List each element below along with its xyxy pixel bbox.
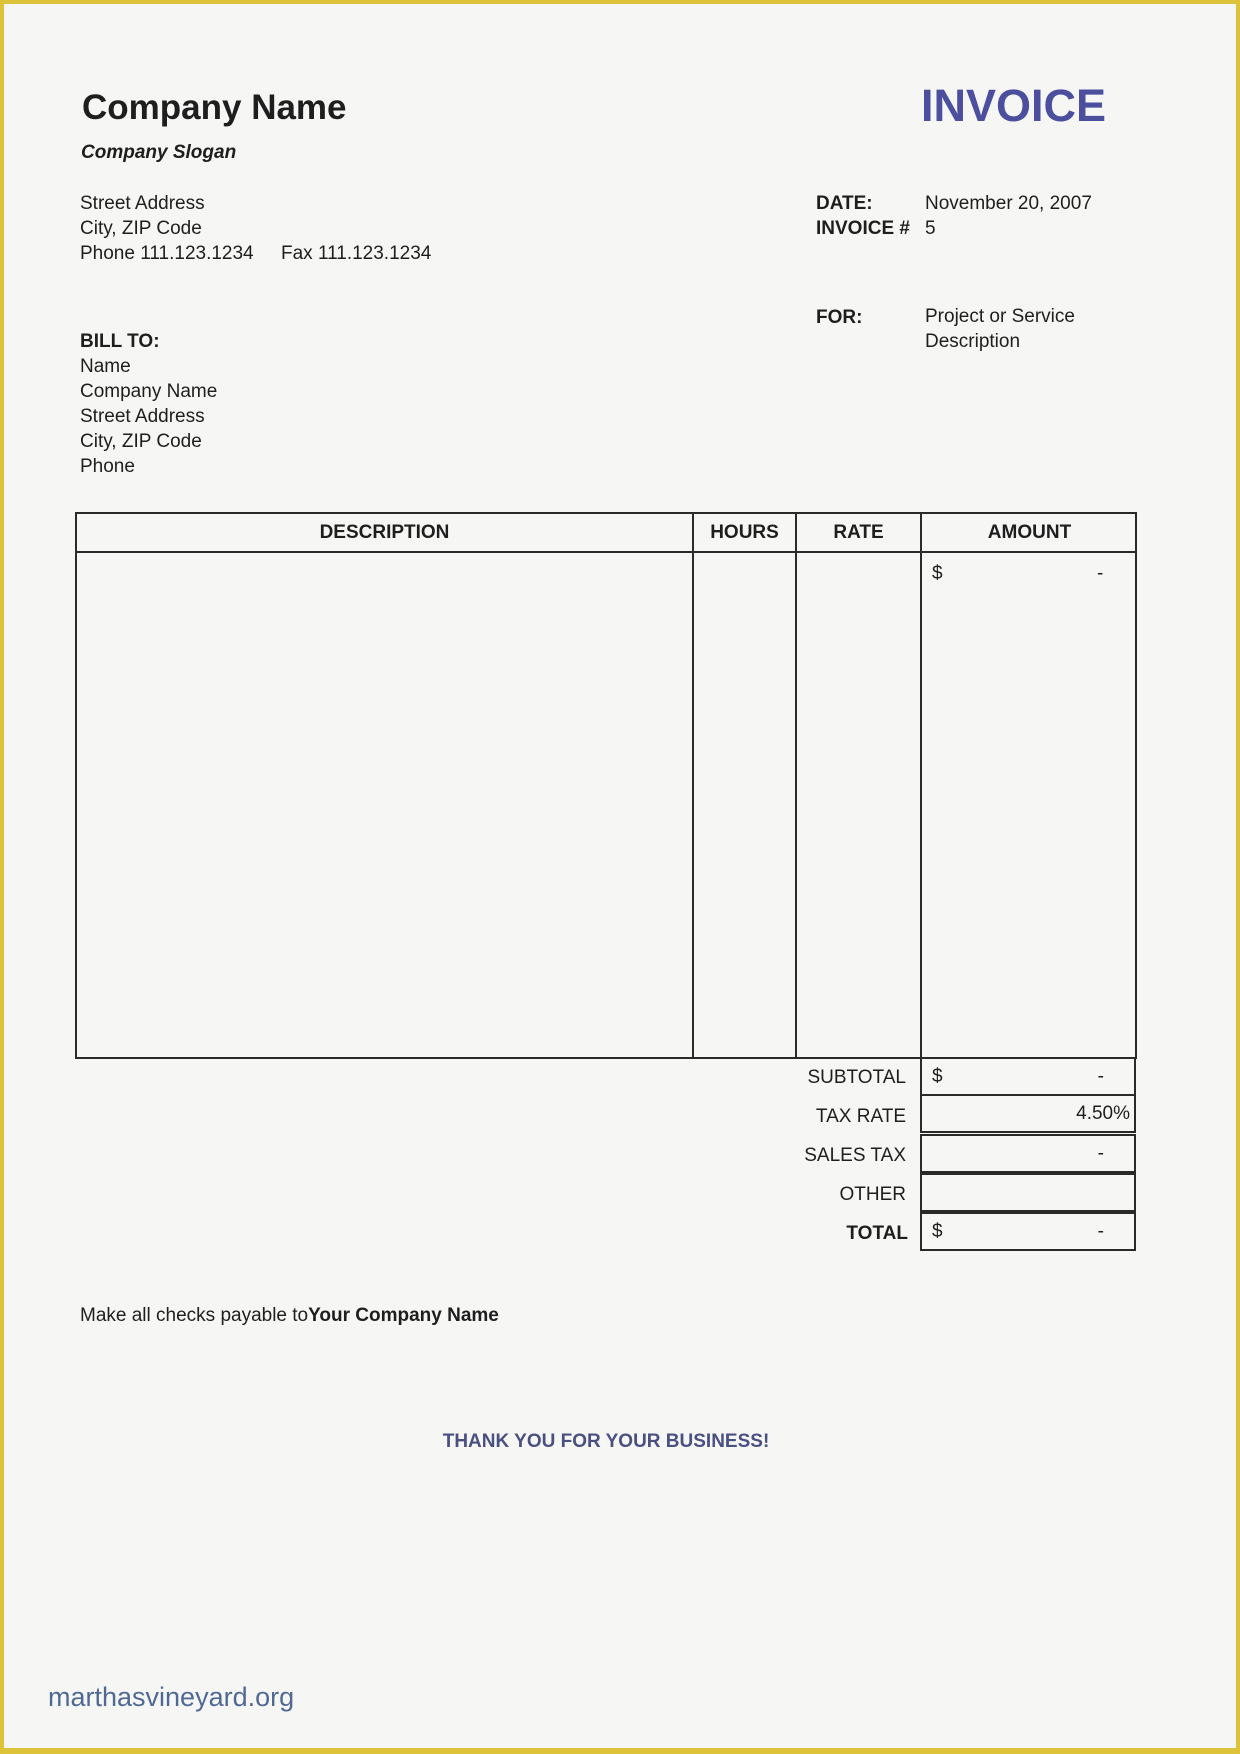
subtotal-label: SUBTOTAL (807, 1067, 906, 1088)
for-description-line1: Project or Service (925, 306, 1075, 327)
row-amount-currency: $ (932, 563, 943, 584)
date-value: November 20, 2007 (925, 193, 1092, 214)
tax-rate-box: 4.50% (920, 1094, 1136, 1133)
tax-rate-value: 4.50% (1076, 1103, 1130, 1124)
checks-company-name: Your Company Name (308, 1305, 499, 1326)
invoice-title: INVOICE (921, 80, 1107, 131)
header-divider (77, 551, 1135, 553)
invoice-number-label: INVOICE # (816, 218, 910, 239)
company-street: Street Address (80, 193, 205, 214)
total-currency: $ (932, 1221, 943, 1242)
bill-to-label: BILL TO: (80, 331, 160, 352)
watermark: marthasvineyard.org (48, 1682, 295, 1712)
bill-to-street: Street Address (80, 406, 205, 427)
for-description-line2: Description (925, 331, 1021, 352)
sales-tax-label: SALES TAX (804, 1145, 906, 1166)
company-city-zip: City, ZIP Code (80, 218, 202, 239)
total-box: $ - (920, 1212, 1136, 1251)
other-label: OTHER (839, 1184, 907, 1205)
tax-rate-label: TAX RATE (815, 1106, 906, 1127)
other-box (920, 1173, 1136, 1212)
checks-payable-note: Make all checks payable toYour Company N… (80, 1303, 499, 1328)
bill-to-city-zip: City, ZIP Code (80, 431, 202, 452)
thank-you-message: THANK YOU FOR YOUR BUSINESS! (442, 1431, 770, 1452)
total-value: - (1097, 1221, 1104, 1242)
header-rate: RATE (833, 522, 884, 543)
date-label: DATE: (816, 193, 873, 214)
column-divider (920, 514, 922, 1057)
total-label: TOTAL (846, 1223, 908, 1244)
company-name: Company Name (82, 88, 347, 127)
sales-tax-value: - (1097, 1143, 1104, 1164)
subtotal-value: - (1097, 1066, 1104, 1087)
company-slogan: Company Slogan (81, 142, 237, 163)
checks-prefix: Make all checks payable to (80, 1305, 309, 1326)
sales-tax-box: - (920, 1134, 1136, 1173)
header-description: DESCRIPTION (319, 522, 450, 543)
row-amount-value: - (1097, 563, 1104, 584)
bill-to-company: Company Name (80, 381, 218, 402)
header-amount: AMOUNT (987, 522, 1072, 543)
company-phone: Phone 111.123.1234 (80, 243, 254, 264)
bill-to-name: Name (80, 356, 131, 377)
invoice-number-value: 5 (925, 218, 936, 239)
line-items-table: DESCRIPTION HOURS RATE AMOUNT $ - (75, 512, 1137, 1059)
subtotal-currency: $ (932, 1066, 943, 1087)
column-divider (795, 514, 797, 1057)
column-divider (692, 514, 694, 1057)
for-label: FOR: (816, 307, 863, 328)
bill-to-phone: Phone (80, 456, 135, 477)
header-hours: HOURS (710, 522, 779, 543)
company-fax: Fax 111.123.1234 (281, 243, 432, 264)
subtotal-box: $ - (920, 1057, 1136, 1096)
